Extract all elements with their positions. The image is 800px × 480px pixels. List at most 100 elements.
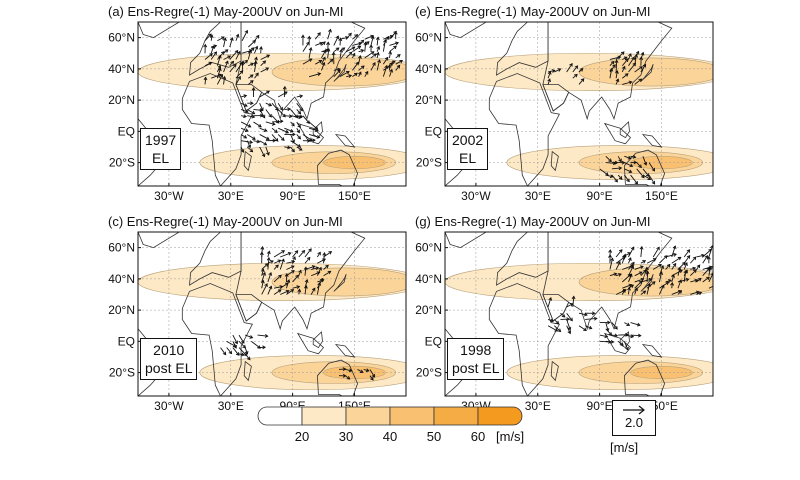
longitude-label: 30°E — [525, 399, 551, 413]
wind-vector — [216, 64, 222, 73]
longitude-label: 30°W — [461, 189, 491, 203]
wind-vector — [370, 35, 375, 46]
wind-vector — [628, 284, 635, 289]
wind-vector — [265, 109, 272, 118]
wind-vector — [216, 73, 224, 85]
wind-vector — [382, 56, 389, 65]
wind-vector — [609, 64, 616, 73]
wind-vector — [271, 115, 280, 124]
wind-vector — [690, 266, 697, 271]
wind-vector — [547, 296, 553, 308]
colorbar-segment — [257, 406, 303, 426]
wind-vector — [670, 281, 675, 289]
wind-vector — [327, 28, 332, 40]
wind-vector — [308, 134, 321, 139]
colorbar-unit: [m/s] — [496, 429, 524, 444]
coastline-australia — [623, 359, 666, 396]
wind-vector — [571, 295, 576, 308]
wind-vector — [267, 285, 273, 295]
wind-vector — [560, 317, 571, 322]
wind-vector — [265, 146, 270, 156]
coastline-japan — [640, 274, 654, 292]
panel-title: (a) Ens-Regre(-1) May-200UV on Jun-MI — [108, 4, 344, 19]
wind-vector — [376, 59, 381, 71]
wind-vector — [624, 155, 632, 160]
wind-vector — [223, 49, 229, 54]
wind-vector — [634, 287, 639, 295]
wind-vector — [223, 55, 232, 60]
wind-vector — [690, 269, 697, 277]
wind-vector — [331, 51, 336, 65]
wind-vector — [259, 109, 266, 119]
coastline-africa — [488, 283, 561, 396]
wind-vector — [560, 312, 566, 318]
wind-vector — [279, 258, 285, 270]
wind-vector — [267, 271, 273, 283]
wind-vector — [628, 56, 635, 66]
wind-vector — [315, 60, 323, 65]
wind-vector — [702, 276, 710, 283]
wind-vector — [621, 65, 626, 73]
map-panel-a: (a) Ens-Regre(-1) May-200UV on Jun-MI 60… — [108, 4, 408, 214]
coastline-madagascar — [243, 360, 252, 382]
wind-vector — [345, 51, 353, 59]
coastline-borneo — [619, 121, 630, 139]
wind-vector — [646, 281, 656, 289]
latitude-label: 20°N — [415, 93, 442, 107]
wind-vector — [683, 249, 691, 258]
wind-vector — [260, 268, 265, 276]
wind-vector — [630, 322, 641, 327]
wind-vector — [683, 254, 691, 264]
wind-vector — [240, 102, 248, 107]
wind-vector — [277, 109, 286, 118]
wind-vector — [611, 333, 619, 338]
wind-vector — [278, 127, 290, 134]
wind-vector — [640, 290, 647, 295]
map-canvas: 60°N 40°N 20°N EQ 20°S 30°W 30°E 90°E 150°E — [415, 21, 714, 203]
wind-vector — [605, 322, 610, 332]
wind-vector — [648, 174, 656, 185]
coastline-newguinea — [334, 133, 356, 148]
colorbar-legend: 20 30 40 50 60 [m/s] — [250, 405, 580, 465]
wind-vector — [689, 256, 697, 264]
wind-vector — [261, 263, 269, 270]
longitude-label: 30°E — [218, 189, 244, 203]
wind-vector — [622, 73, 629, 79]
wind-vector — [615, 78, 620, 85]
wind-vector — [292, 274, 299, 283]
wind-vector — [363, 368, 370, 373]
latitude-label: 20°S — [109, 156, 135, 170]
wind-vector — [244, 353, 251, 361]
wind-vector — [308, 121, 319, 130]
wind-vector — [585, 316, 598, 321]
colorbar-segments — [257, 406, 523, 426]
wind-vector — [321, 61, 326, 71]
wind-vector — [296, 121, 301, 129]
wind-vector — [352, 72, 358, 78]
coastline-newguinea — [641, 133, 663, 148]
wind-vector — [259, 146, 266, 158]
wind-vector — [304, 256, 311, 264]
wind-vector — [351, 52, 356, 59]
wind-vector — [683, 269, 688, 276]
case-phase: EL — [152, 150, 170, 166]
wind-vector — [248, 74, 254, 79]
wind-vector — [240, 94, 248, 99]
wind-vector — [665, 252, 677, 258]
latitude-label: 40°N — [415, 272, 442, 286]
coastline-madagascar — [550, 360, 559, 382]
wind-vector — [248, 62, 255, 67]
case-year: 1998 — [460, 342, 492, 358]
wind-vector — [286, 279, 291, 289]
wind-vector — [280, 289, 290, 295]
wind-vector — [261, 283, 268, 295]
wind-vector — [621, 288, 626, 295]
wind-vector — [605, 155, 612, 163]
wind-vector — [605, 339, 615, 344]
wind-vector — [646, 258, 657, 264]
wind-vector — [645, 266, 649, 276]
wind-vector — [259, 140, 268, 146]
wind-vector — [344, 375, 351, 380]
wind-vector — [317, 278, 325, 283]
wind-vector — [326, 41, 330, 52]
